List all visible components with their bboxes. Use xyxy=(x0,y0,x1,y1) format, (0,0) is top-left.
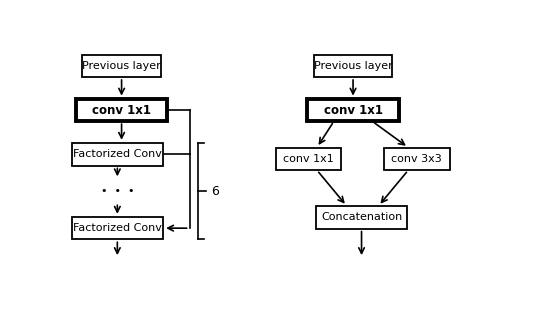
FancyBboxPatch shape xyxy=(82,55,161,77)
Text: conv 1x1: conv 1x1 xyxy=(323,104,383,117)
Text: •  •  •: • • • xyxy=(101,186,134,196)
Text: Previous layer: Previous layer xyxy=(82,61,161,71)
Text: Previous layer: Previous layer xyxy=(313,61,392,71)
Text: Concatenation: Concatenation xyxy=(321,212,402,222)
Text: Factorized Conv: Factorized Conv xyxy=(73,223,162,233)
FancyBboxPatch shape xyxy=(76,99,167,121)
FancyBboxPatch shape xyxy=(72,143,163,166)
FancyBboxPatch shape xyxy=(72,217,163,240)
FancyBboxPatch shape xyxy=(316,206,407,229)
FancyBboxPatch shape xyxy=(384,148,450,170)
Text: conv 1x1: conv 1x1 xyxy=(283,154,334,164)
Text: conv 3x3: conv 3x3 xyxy=(391,154,442,164)
Text: 6: 6 xyxy=(211,185,219,198)
FancyBboxPatch shape xyxy=(314,55,392,77)
FancyBboxPatch shape xyxy=(276,148,341,170)
Text: Factorized Conv: Factorized Conv xyxy=(73,149,162,159)
Text: conv 1x1: conv 1x1 xyxy=(92,104,151,117)
FancyBboxPatch shape xyxy=(307,99,399,121)
